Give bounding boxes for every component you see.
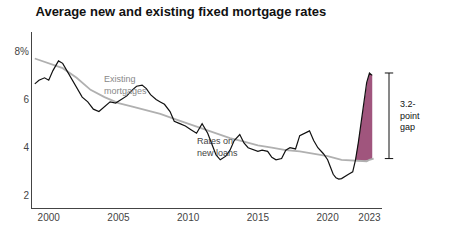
svg-text:6: 6: [23, 94, 29, 105]
svg-text:2015: 2015: [247, 212, 270, 223]
svg-text:3.2-pointgap: 3.2-pointgap: [400, 99, 420, 132]
svg-text:8%: 8%: [15, 46, 30, 57]
svg-text:2020: 2020: [316, 212, 339, 223]
svg-text:2010: 2010: [177, 212, 200, 223]
svg-text:Average new and existing fixed: Average new and existing fixed mortgage …: [36, 4, 327, 19]
svg-text:2: 2: [23, 190, 29, 201]
svg-text:Rates onnew loans: Rates onnew loans: [197, 136, 238, 158]
svg-text:2005: 2005: [107, 212, 130, 223]
svg-text:Existingmortgages: Existingmortgages: [104, 74, 147, 96]
svg-text:2023: 2023: [358, 212, 381, 223]
svg-text:4: 4: [23, 142, 29, 153]
svg-text:2000: 2000: [38, 212, 61, 223]
